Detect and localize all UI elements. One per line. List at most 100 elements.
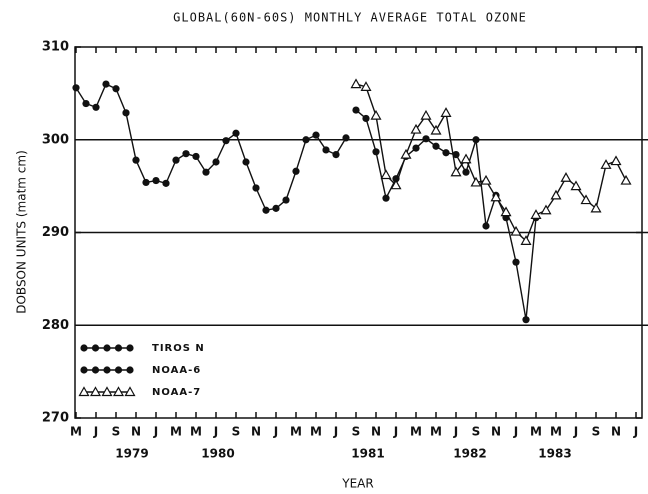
legend-marker [103, 344, 111, 352]
legend-marker [101, 386, 113, 397]
marker [412, 144, 420, 152]
x-tick-label: J [453, 425, 458, 439]
year-label: 1979 [115, 447, 148, 461]
x-axis-label: YEAR [341, 477, 373, 491]
x-tick-label: M [290, 425, 302, 439]
chart-title: GLOBAL(60N-60S) MONTHLY AVERAGE TOTAL OZ… [173, 11, 527, 25]
marker [470, 176, 482, 187]
marker [302, 136, 310, 144]
x-tick-label: S [112, 425, 121, 439]
x-tick-label: M [530, 425, 542, 439]
legend-marker [126, 344, 134, 352]
marker [292, 167, 300, 175]
marker [370, 109, 382, 120]
legend-marker [80, 344, 88, 352]
legend-label: NOAA-6 [152, 365, 201, 376]
marker [152, 176, 160, 185]
marker [540, 204, 552, 215]
x-tick-label: M [310, 425, 322, 439]
series-line [355, 83, 627, 243]
legend-marker [103, 366, 111, 374]
year-label: 1983 [538, 447, 571, 461]
marker [440, 107, 452, 117]
marker [182, 150, 190, 158]
x-tick-label: S [592, 425, 601, 439]
marker [312, 131, 320, 139]
marker [570, 180, 582, 191]
marker [610, 155, 622, 166]
x-tick-label: S [352, 425, 361, 439]
x-tick-label: M [430, 425, 442, 439]
marker [490, 191, 502, 202]
marker [252, 184, 260, 192]
marker [382, 194, 390, 202]
x-tick-label: J [633, 425, 638, 439]
marker [380, 169, 392, 180]
marker [452, 150, 460, 159]
legend-marker [91, 344, 100, 352]
marker [580, 194, 592, 205]
marker [400, 148, 412, 159]
marker [242, 158, 250, 166]
x-tick-label: S [232, 425, 241, 439]
marker [600, 159, 612, 169]
legend-label: NOAA-7 [152, 387, 201, 398]
marker [500, 206, 512, 217]
marker [410, 123, 422, 134]
marker [172, 156, 180, 164]
x-tick-label: M [190, 425, 202, 439]
marker [262, 206, 270, 214]
x-tick-label: N [131, 425, 141, 439]
marker [480, 174, 492, 185]
y-tick-label: 280 [42, 318, 69, 333]
x-tick-label: N [491, 425, 501, 439]
marker [112, 85, 120, 93]
marker [342, 134, 350, 142]
marker [460, 153, 472, 164]
x-tick-label: J [513, 425, 518, 439]
y-tick-label: 300 [42, 132, 69, 147]
marker [102, 80, 110, 88]
marker [430, 124, 442, 135]
x-tick-label: M [410, 425, 422, 439]
x-tick-label: N [251, 425, 261, 439]
marker [550, 189, 562, 200]
marker [482, 222, 490, 230]
legend-marker [112, 386, 125, 397]
legend-label: TIROS N [152, 343, 205, 354]
legend-marker [114, 344, 123, 352]
marker [512, 258, 520, 266]
marker [272, 204, 280, 212]
marker [162, 179, 170, 187]
y-axis-label: DOBSON UNITS (matm cm) [15, 150, 29, 314]
marker [72, 84, 80, 92]
x-tick-label: J [333, 425, 338, 439]
marker [462, 168, 470, 176]
marker [372, 148, 380, 156]
marker [142, 178, 150, 187]
marker [450, 166, 462, 177]
marker [422, 135, 430, 143]
marker [420, 109, 432, 120]
marker [472, 136, 480, 144]
x-tick-label: M [170, 425, 182, 439]
legend-marker [91, 366, 100, 374]
x-tick-label: J [273, 425, 278, 439]
legend-marker [80, 366, 88, 374]
marker [390, 179, 402, 190]
x-tick-label: M [70, 425, 82, 439]
y-tick-label: 310 [42, 40, 69, 55]
x-tick-label: N [611, 425, 621, 439]
x-tick-label: N [371, 425, 381, 439]
marker [530, 209, 542, 219]
marker [92, 103, 100, 111]
marker [82, 99, 90, 108]
x-tick-label: J [573, 425, 578, 439]
series-line [75, 83, 347, 212]
marker [620, 174, 632, 185]
marker [560, 172, 572, 182]
marker [352, 106, 360, 114]
legend-marker [114, 366, 123, 374]
year-label: 1982 [453, 447, 486, 461]
